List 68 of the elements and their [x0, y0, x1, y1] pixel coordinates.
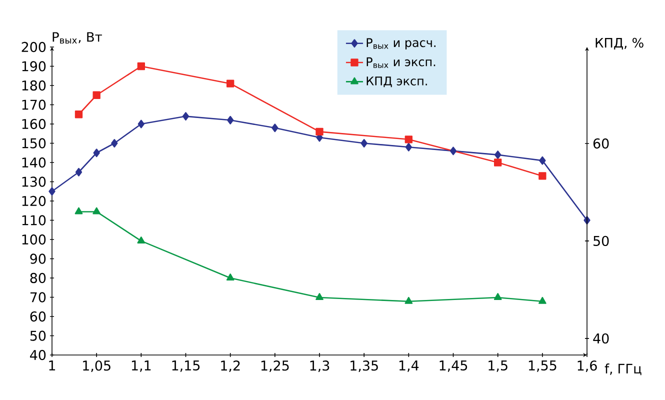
x-axis-title: f, ГГц	[604, 364, 642, 376]
point	[494, 150, 502, 160]
y-axis-title: P$_{вых}$, Вт	[52, 32, 102, 44]
x-tick-label: 1,5	[488, 360, 508, 372]
point	[92, 207, 101, 214]
x-tick-label: 1,45	[440, 360, 468, 372]
y-tick-label: 90	[30, 254, 46, 264]
x-tick-label: 1,6	[578, 360, 597, 372]
x-tick-label: 1,1	[132, 360, 151, 372]
x-tick-label: 1,35	[350, 360, 378, 372]
y-tick-label: 150	[22, 138, 46, 148]
y2-tick-label: 40	[593, 333, 609, 344]
y-tick-label: 200	[22, 42, 46, 52]
point	[137, 62, 146, 70]
legend-label: P$_{вых}$ и эксп.	[366, 57, 436, 68]
x-tick-label: 1,55	[528, 360, 556, 372]
point	[48, 187, 56, 196]
point	[137, 236, 146, 244]
y-tick-label: 60	[30, 311, 46, 322]
y2-tick-label: 50	[594, 236, 609, 246]
y-tick-label: 170	[22, 100, 46, 110]
y2-tick-label: 60	[593, 138, 609, 149]
point	[494, 293, 502, 300]
x-tick-label: 1	[49, 360, 56, 370]
point	[111, 139, 118, 148]
x-tick-label: 1,25	[261, 360, 289, 372]
y-tick-label: 190	[22, 61, 46, 72]
point	[226, 80, 234, 88]
point	[316, 293, 324, 300]
point	[538, 296, 546, 304]
x-tick-label: 1,4	[399, 360, 419, 372]
point	[539, 156, 546, 165]
point	[92, 91, 100, 99]
x-tick-label: 1,2	[221, 360, 240, 372]
legend-label: P$_{вых}$ и расч.	[366, 38, 436, 50]
point	[226, 116, 234, 124]
y2-axis-title: КПД, %	[596, 38, 644, 50]
x-tick-label: 1,15	[172, 360, 200, 372]
point	[75, 168, 82, 176]
y-tick-label: 100	[22, 234, 46, 245]
y-tick-label: 120	[22, 196, 46, 206]
point	[405, 142, 412, 152]
point	[272, 124, 278, 132]
y-tick-label: 110	[22, 215, 46, 226]
y-tick-label: 140	[22, 157, 46, 168]
y-tick-label: 180	[22, 80, 46, 91]
point	[538, 172, 546, 180]
y-tick-label: 130	[22, 176, 46, 187]
point	[93, 148, 100, 158]
y-tick-label: 40	[30, 350, 46, 360]
legend-label: КПД эксп.	[366, 76, 427, 88]
point	[450, 146, 457, 156]
y-tick-label: 80	[30, 272, 46, 284]
y-tick-label: 70	[30, 292, 46, 302]
point	[404, 136, 413, 144]
point	[404, 296, 413, 304]
point	[74, 110, 83, 118]
y-tick-label: 50	[30, 330, 46, 341]
point	[494, 158, 502, 166]
point	[226, 274, 234, 281]
point	[360, 139, 368, 148]
point	[182, 112, 190, 121]
point	[74, 207, 83, 214]
y-tick-label: 160	[22, 118, 46, 130]
point	[316, 128, 324, 136]
x-tick-label: 1,3	[310, 360, 330, 372]
x-tick-label: 1,05	[83, 360, 110, 372]
point	[138, 120, 145, 128]
